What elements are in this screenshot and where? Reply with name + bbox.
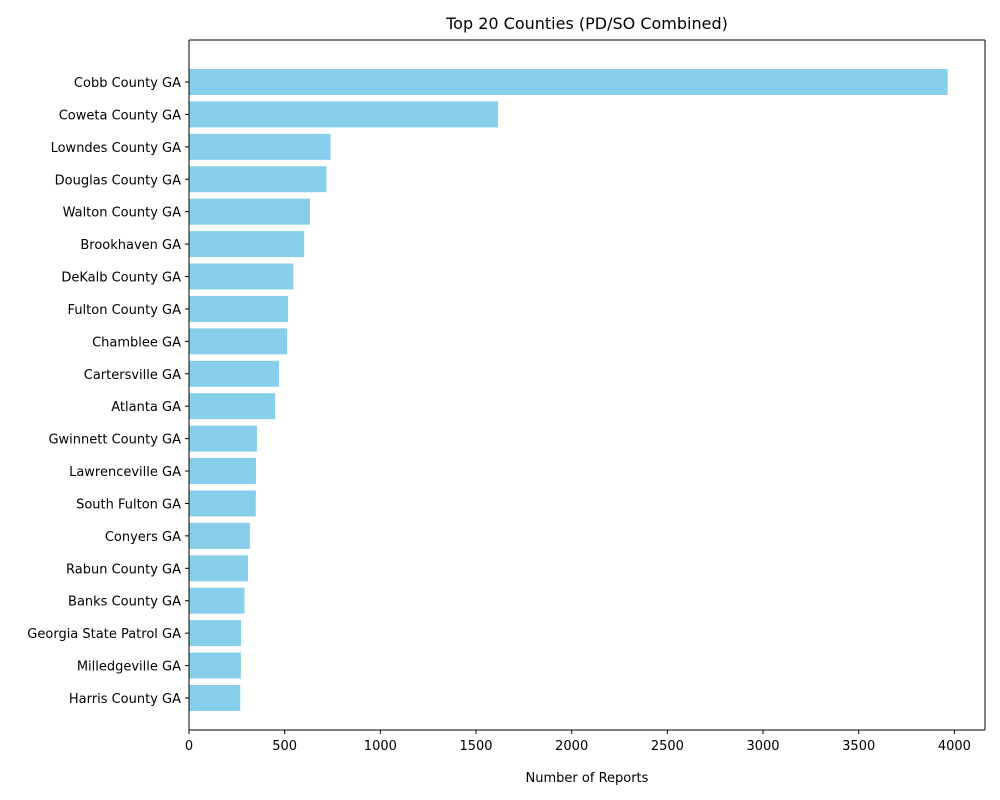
y-tick-label: Fulton County GA — [68, 303, 182, 318]
x-tick-label: 1500 — [459, 739, 492, 754]
bar — [189, 490, 256, 517]
bar — [189, 198, 310, 225]
bar — [189, 360, 279, 387]
y-tick-label: South Fulton GA — [76, 497, 181, 512]
y-tick-label: Douglas County GA — [55, 173, 181, 188]
y-tick-label: Walton County GA — [63, 206, 182, 221]
y-tick-label: Cartersville GA — [84, 368, 181, 383]
bar — [189, 620, 242, 647]
y-tick-label: Coweta County GA — [59, 108, 181, 123]
y-tick-label: Rabun County GA — [66, 562, 181, 577]
bar — [189, 263, 294, 290]
x-tick-label: 500 — [272, 739, 297, 754]
bar — [189, 587, 245, 614]
bar — [189, 425, 257, 452]
x-tick-label: 0 — [185, 739, 193, 754]
y-tick-label: Conyers GA — [105, 530, 181, 545]
x-tick-label: 4000 — [938, 739, 971, 754]
y-tick-label: Atlanta GA — [111, 400, 181, 415]
bar — [189, 652, 241, 679]
x-axis-title: Number of Reports — [526, 771, 649, 786]
bar — [189, 522, 250, 549]
bar — [189, 458, 256, 485]
y-tick-label: Lowndes County GA — [51, 141, 182, 156]
y-tick-label: Lawrenceville GA — [69, 465, 181, 480]
bar — [189, 295, 289, 322]
y-tick-label: Brookhaven GA — [80, 238, 181, 253]
x-tick-label: 2500 — [651, 739, 684, 754]
x-tick-label: 3000 — [746, 739, 779, 754]
bar — [189, 101, 499, 128]
bar — [189, 231, 305, 258]
y-tick-label: Milledgeville GA — [77, 660, 181, 675]
y-tick-label: DeKalb County GA — [61, 271, 181, 286]
axes-layer: Cobb County GA Coweta County GA Lowndes Co… — [27, 39, 986, 754]
bar — [189, 69, 948, 95]
y-tick-label: Georgia State Patrol GA — [27, 627, 181, 642]
y-tick-label: Harris County GA — [69, 692, 181, 707]
x-tick-label: 2000 — [555, 739, 588, 754]
y-tick-label: Gwinnett County GA — [48, 433, 181, 448]
bar — [189, 133, 331, 160]
chart-title: Top 20 Counties (PD/SO Combined) — [445, 14, 728, 33]
y-tick-label: Banks County GA — [68, 595, 181, 610]
bar — [189, 684, 241, 711]
y-tick-label: Cobb County GA — [74, 76, 181, 91]
bar — [189, 555, 248, 582]
bars-layer — [189, 69, 948, 711]
bar — [189, 166, 327, 193]
y-tick-label: Chamblee GA — [92, 335, 181, 350]
bar — [189, 328, 288, 355]
x-tick-label: 1000 — [364, 739, 397, 754]
bar — [189, 393, 276, 420]
x-tick-label: 3500 — [842, 739, 875, 754]
